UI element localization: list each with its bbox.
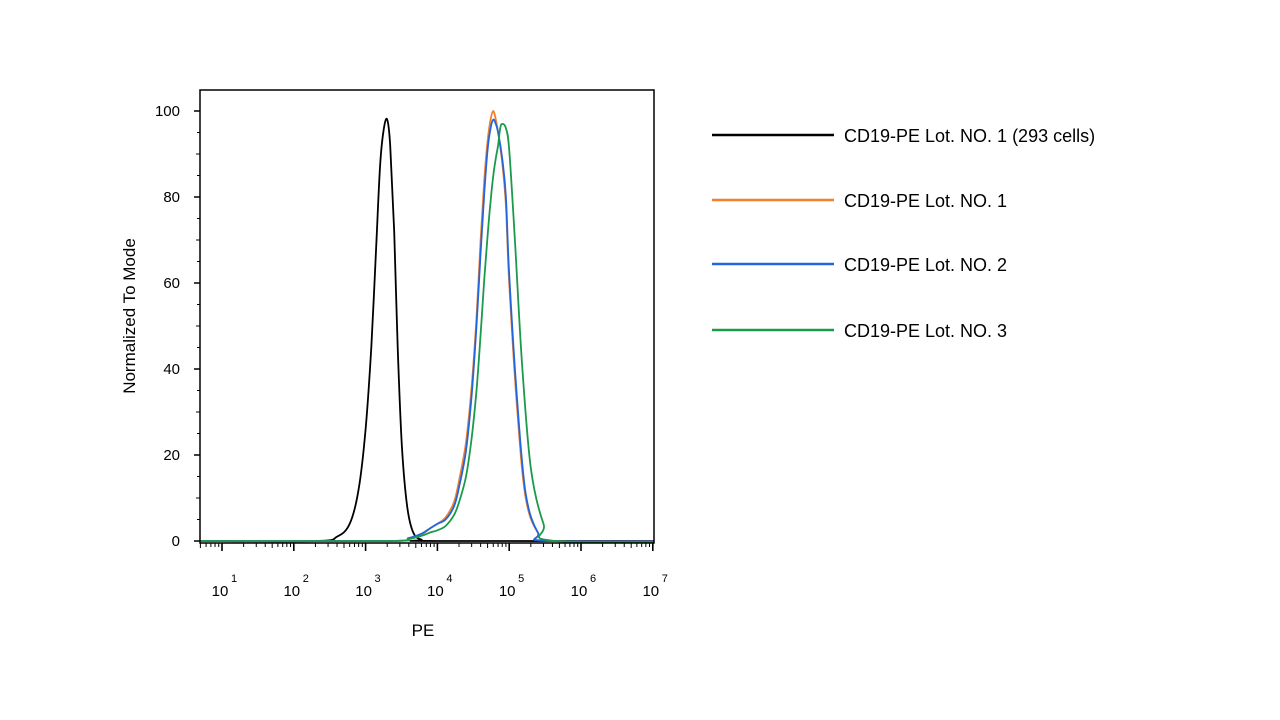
legend-label-1: CD19-PE Lot. NO. 1 (293 cells) (844, 126, 1095, 146)
y-tick-label: 80 (163, 189, 180, 206)
x-tick-label: 10 (642, 583, 659, 600)
x-axis-title: PE (412, 621, 435, 640)
x-tick-exponent: 2 (303, 573, 309, 585)
legend: CD19-PE Lot. NO. 1 (293 cells) CD19-PE Lo… (712, 126, 1095, 341)
plot-area (200, 110, 654, 543)
legend-label-3: CD19-PE Lot. NO. 2 (844, 255, 1007, 275)
x-tick-exponent: 5 (518, 573, 524, 585)
x-tick-label: 10 (212, 583, 229, 600)
x-tick-label: 10 (571, 583, 588, 600)
x-tick-exponent: 7 (662, 573, 668, 585)
x-tick-label: 10 (499, 583, 516, 600)
x-tick-exponent: 3 (375, 573, 381, 585)
series-line-4 (200, 123, 654, 543)
y-tick-label: 40 (163, 361, 180, 378)
series-line-3 (200, 118, 654, 543)
x-tick-exponent: 6 (590, 573, 596, 585)
series-group (200, 110, 654, 543)
x-tick-label: 10 (283, 583, 300, 600)
y-tick-label: 0 (172, 533, 180, 550)
legend-label-4: CD19-PE Lot. NO. 3 (844, 321, 1007, 341)
plot-frame (199, 89, 655, 544)
x-tick-exponent: 1 (231, 573, 237, 585)
x-tick-exponent: 4 (446, 573, 452, 585)
x-tick-label: 10 (427, 583, 444, 600)
y-tick-label: 20 (163, 447, 180, 464)
y-axis-title: Normalized To Mode (120, 238, 139, 394)
x-tick-label: 10 (355, 583, 372, 600)
legend-label-2: CD19-PE Lot. NO. 1 (844, 191, 1007, 211)
y-tick-label: 100 (155, 103, 180, 120)
y-tick-label: 60 (163, 275, 180, 292)
